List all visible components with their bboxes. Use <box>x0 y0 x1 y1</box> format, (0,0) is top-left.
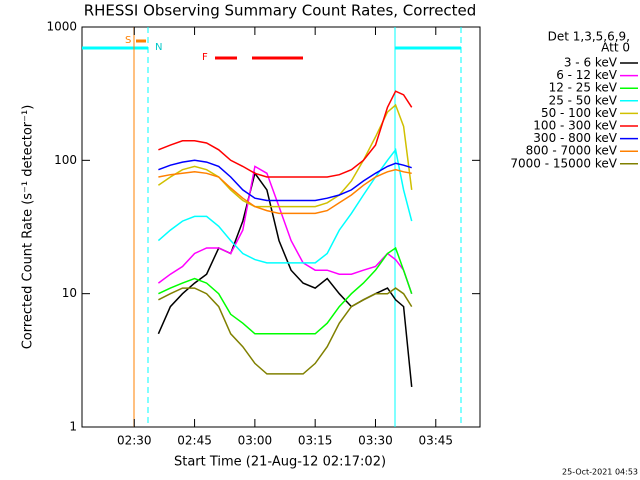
series-line <box>158 168 412 215</box>
x-tick-label: 03:00 <box>238 434 273 448</box>
x-tick-label: 02:30 <box>117 434 152 448</box>
x-tick-label: 03:30 <box>358 434 393 448</box>
chart-title: RHESSI Observing Summary Count Rates, Co… <box>84 2 477 20</box>
timestamp: 25-Oct-2021 04:53 <box>562 468 638 477</box>
legend-header: Att 0 <box>601 41 630 55</box>
legend-label: 100 - 300 keV <box>533 119 617 133</box>
plot-frame <box>81 26 481 428</box>
legend-label: 25 - 50 keV <box>549 93 618 107</box>
annotation: N <box>155 42 162 53</box>
y-tick-label: 1 <box>69 420 77 434</box>
legend-label: 6 - 12 keV <box>556 68 618 82</box>
series-line <box>157 165 413 294</box>
legend-label: 300 - 800 keV <box>533 131 617 145</box>
x-tick-label: 02:45 <box>177 434 212 448</box>
annotation: S <box>125 35 131 46</box>
legend-label: 7000 - 15000 keV <box>510 156 617 170</box>
legend-label: 3 - 6 keV <box>564 56 618 70</box>
series-line <box>158 159 412 202</box>
legend-header: Det 1,3,5,6,9, <box>548 30 630 44</box>
series-line <box>157 171 413 387</box>
y-axis-label: Corrected Count Rate (s⁻¹ detector⁻¹) <box>21 105 36 350</box>
legend-label: 800 - 7000 keV <box>526 144 618 158</box>
x-tick-label: 03:45 <box>418 434 453 448</box>
y-tick-label: 1000 <box>46 20 77 34</box>
y-tick-label: 10 <box>62 286 77 300</box>
y-tick-label: 100 <box>54 153 77 167</box>
x-tick-label: 03:15 <box>298 434 333 448</box>
series-line <box>157 103 413 208</box>
x-axis-label: Start Time (21-Aug-12 02:17:02) <box>174 455 386 470</box>
legend-label: 50 - 100 keV <box>541 106 618 120</box>
series-line <box>158 287 413 375</box>
series-line <box>158 90 413 178</box>
legend-label: 12 - 25 keV <box>549 81 618 95</box>
annotation: F <box>202 52 208 63</box>
series-line <box>158 246 413 335</box>
